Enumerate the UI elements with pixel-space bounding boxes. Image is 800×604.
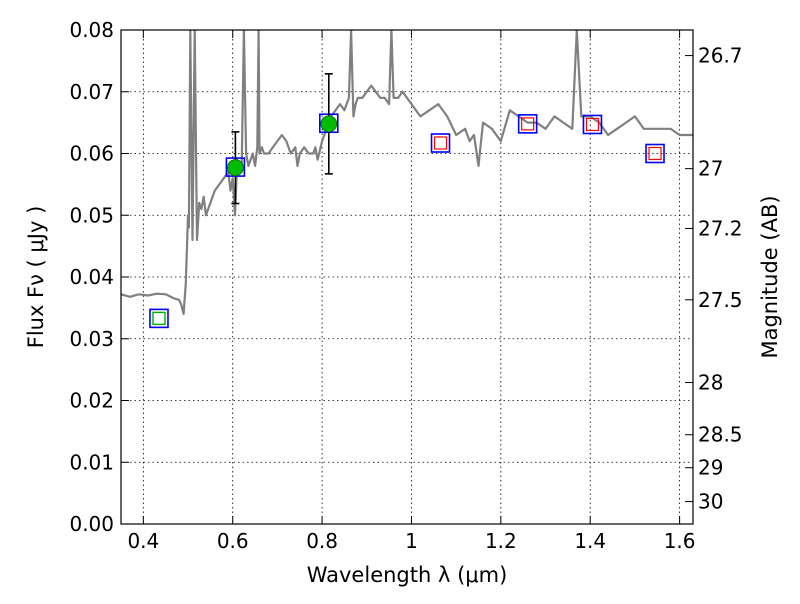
y-tick-label: 0.04 xyxy=(69,265,114,289)
right-tick-label: 28 xyxy=(698,371,723,395)
predicted-square xyxy=(433,136,448,150)
data-layer xyxy=(121,30,693,316)
y-tick-label: 0.00 xyxy=(69,512,114,536)
y-tick-label: 0.07 xyxy=(69,80,114,104)
observed-point xyxy=(320,115,338,133)
x-tick-label: 0.8 xyxy=(306,529,338,553)
y-tick-label: 0.01 xyxy=(69,450,114,474)
right-axis-title: Magnitude (AB) xyxy=(758,195,782,358)
model-band-square xyxy=(582,114,603,135)
right-tick-label: 27.5 xyxy=(698,288,743,312)
x-tick-label: 1.4 xyxy=(574,529,606,553)
right-tick-label: 26.7 xyxy=(698,44,743,68)
model-band-square xyxy=(645,143,665,164)
x-tick-label: 1 xyxy=(405,529,418,553)
x-tick-label: 0.4 xyxy=(127,529,159,553)
predicted-square xyxy=(648,146,662,161)
x-tick-label: 0.6 xyxy=(217,529,249,553)
predicted-square xyxy=(521,117,535,131)
right-tick-label: 28.5 xyxy=(698,423,743,447)
predicted-square xyxy=(585,117,600,132)
model-band-square xyxy=(149,308,169,329)
y-tick-label: 0.06 xyxy=(69,142,114,166)
marker-layer xyxy=(149,73,665,329)
y-axis-title: Flux Fν ( μJy ) xyxy=(24,206,48,349)
axes: 0.4 0.6 0.8 1 1.2 1.4 1.6 0.00 0.01 0.02 0.03 0.04 0… xyxy=(69,18,742,553)
y-tick-label: 0.02 xyxy=(69,389,114,413)
right-tick-label: 27 xyxy=(698,157,723,181)
x-axis-title: Wavelength λ (μm) xyxy=(307,563,508,587)
x-tick-label: 1.6 xyxy=(664,529,696,553)
spectrum-line xyxy=(121,30,693,316)
y-tick-label: 0.08 xyxy=(69,18,114,42)
model-band-square xyxy=(430,133,451,153)
right-tick-label: 30 xyxy=(698,490,723,514)
observed-point xyxy=(226,159,244,177)
y-tick-label: 0.05 xyxy=(69,203,114,227)
x-tick-label: 1.2 xyxy=(485,529,517,553)
model-band-square xyxy=(517,114,538,134)
right-tick-label: 29 xyxy=(698,456,723,480)
synthetic-square xyxy=(152,311,166,326)
grid xyxy=(121,30,693,524)
y-tick-label: 0.03 xyxy=(69,327,114,351)
right-tick-label: 27.2 xyxy=(698,216,743,240)
